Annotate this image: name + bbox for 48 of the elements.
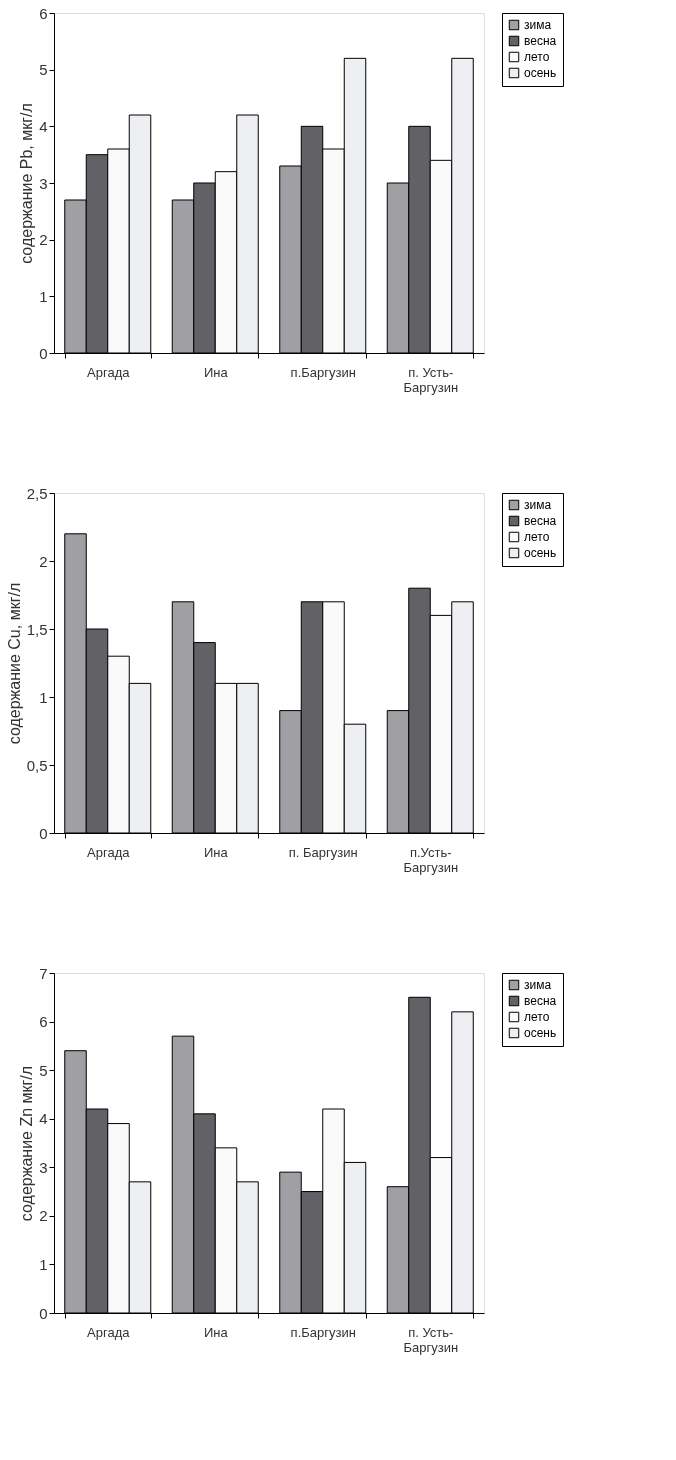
y-tick-label: 5 bbox=[39, 1061, 48, 1079]
y-tick-label: 4 bbox=[39, 1110, 48, 1128]
y-tick-label: 1 bbox=[39, 287, 48, 305]
legend-label: осень bbox=[524, 1026, 557, 1040]
y-axis-title: содержание Pb, мкг/л bbox=[18, 103, 36, 264]
x-tick-label: п.Баргузин bbox=[290, 1324, 356, 1340]
y-tick-label: 2 bbox=[39, 1207, 48, 1225]
x-tick-label: п. Усть-Баргузин bbox=[403, 364, 459, 395]
y-tick-label: 6 bbox=[39, 4, 48, 22]
y-tick-label: 3 bbox=[39, 1158, 48, 1176]
y-tick-label: 7 bbox=[39, 964, 48, 982]
x-tick-label: п. Баргузин bbox=[288, 844, 358, 860]
y-axis-title: содержание Cu, мкг/л bbox=[5, 582, 23, 745]
x-tick-label: Ина bbox=[203, 1324, 229, 1340]
y-tick-label: 2 bbox=[39, 552, 48, 570]
legend-label: зима bbox=[524, 978, 552, 992]
y-tick-label: 6 bbox=[39, 1013, 48, 1031]
y-tick-label: 1,5 bbox=[26, 620, 48, 638]
legend-label: зима bbox=[524, 18, 552, 32]
y-tick-label: 5 bbox=[39, 61, 48, 79]
legend-label: лето bbox=[524, 1010, 550, 1024]
legend-label: осень bbox=[524, 66, 557, 80]
y-tick-label: 2,5 bbox=[26, 484, 48, 502]
legend-label: весна bbox=[524, 994, 557, 1008]
y-tick-label: 2 bbox=[39, 231, 48, 249]
y-tick-label: 1 bbox=[39, 688, 48, 706]
x-tick-label: п.Усть-Баргузин bbox=[403, 844, 459, 875]
x-tick-label: Ина bbox=[203, 364, 229, 380]
x-tick-label: п. Усть-Баргузин bbox=[403, 1324, 459, 1355]
x-tick-label: Аргада bbox=[87, 1324, 131, 1340]
y-tick-label: 3 bbox=[39, 174, 48, 192]
legend-label: весна bbox=[524, 514, 557, 528]
x-tick-label: Аргада bbox=[87, 364, 131, 380]
y-axis-title: содержание Zn мкг/л bbox=[18, 1065, 36, 1222]
y-tick-label: 1 bbox=[39, 1255, 48, 1273]
y-tick-label: 0 bbox=[39, 344, 48, 362]
y-tick-label: 0 bbox=[39, 824, 48, 842]
x-tick-label: Ина bbox=[203, 844, 229, 860]
y-tick-label: 4 bbox=[39, 117, 48, 135]
legend-label: лето bbox=[524, 530, 550, 544]
legend-label: зима bbox=[524, 498, 552, 512]
legend-label: осень bbox=[524, 546, 557, 560]
x-tick-label: Аргада bbox=[87, 844, 131, 860]
x-tick-label: п.Баргузин bbox=[290, 364, 356, 380]
legend-label: лето bbox=[524, 50, 550, 64]
legend-label: весна bbox=[524, 34, 557, 48]
y-tick-label: 0,5 bbox=[26, 756, 48, 774]
y-tick-label: 0 bbox=[39, 1304, 48, 1322]
